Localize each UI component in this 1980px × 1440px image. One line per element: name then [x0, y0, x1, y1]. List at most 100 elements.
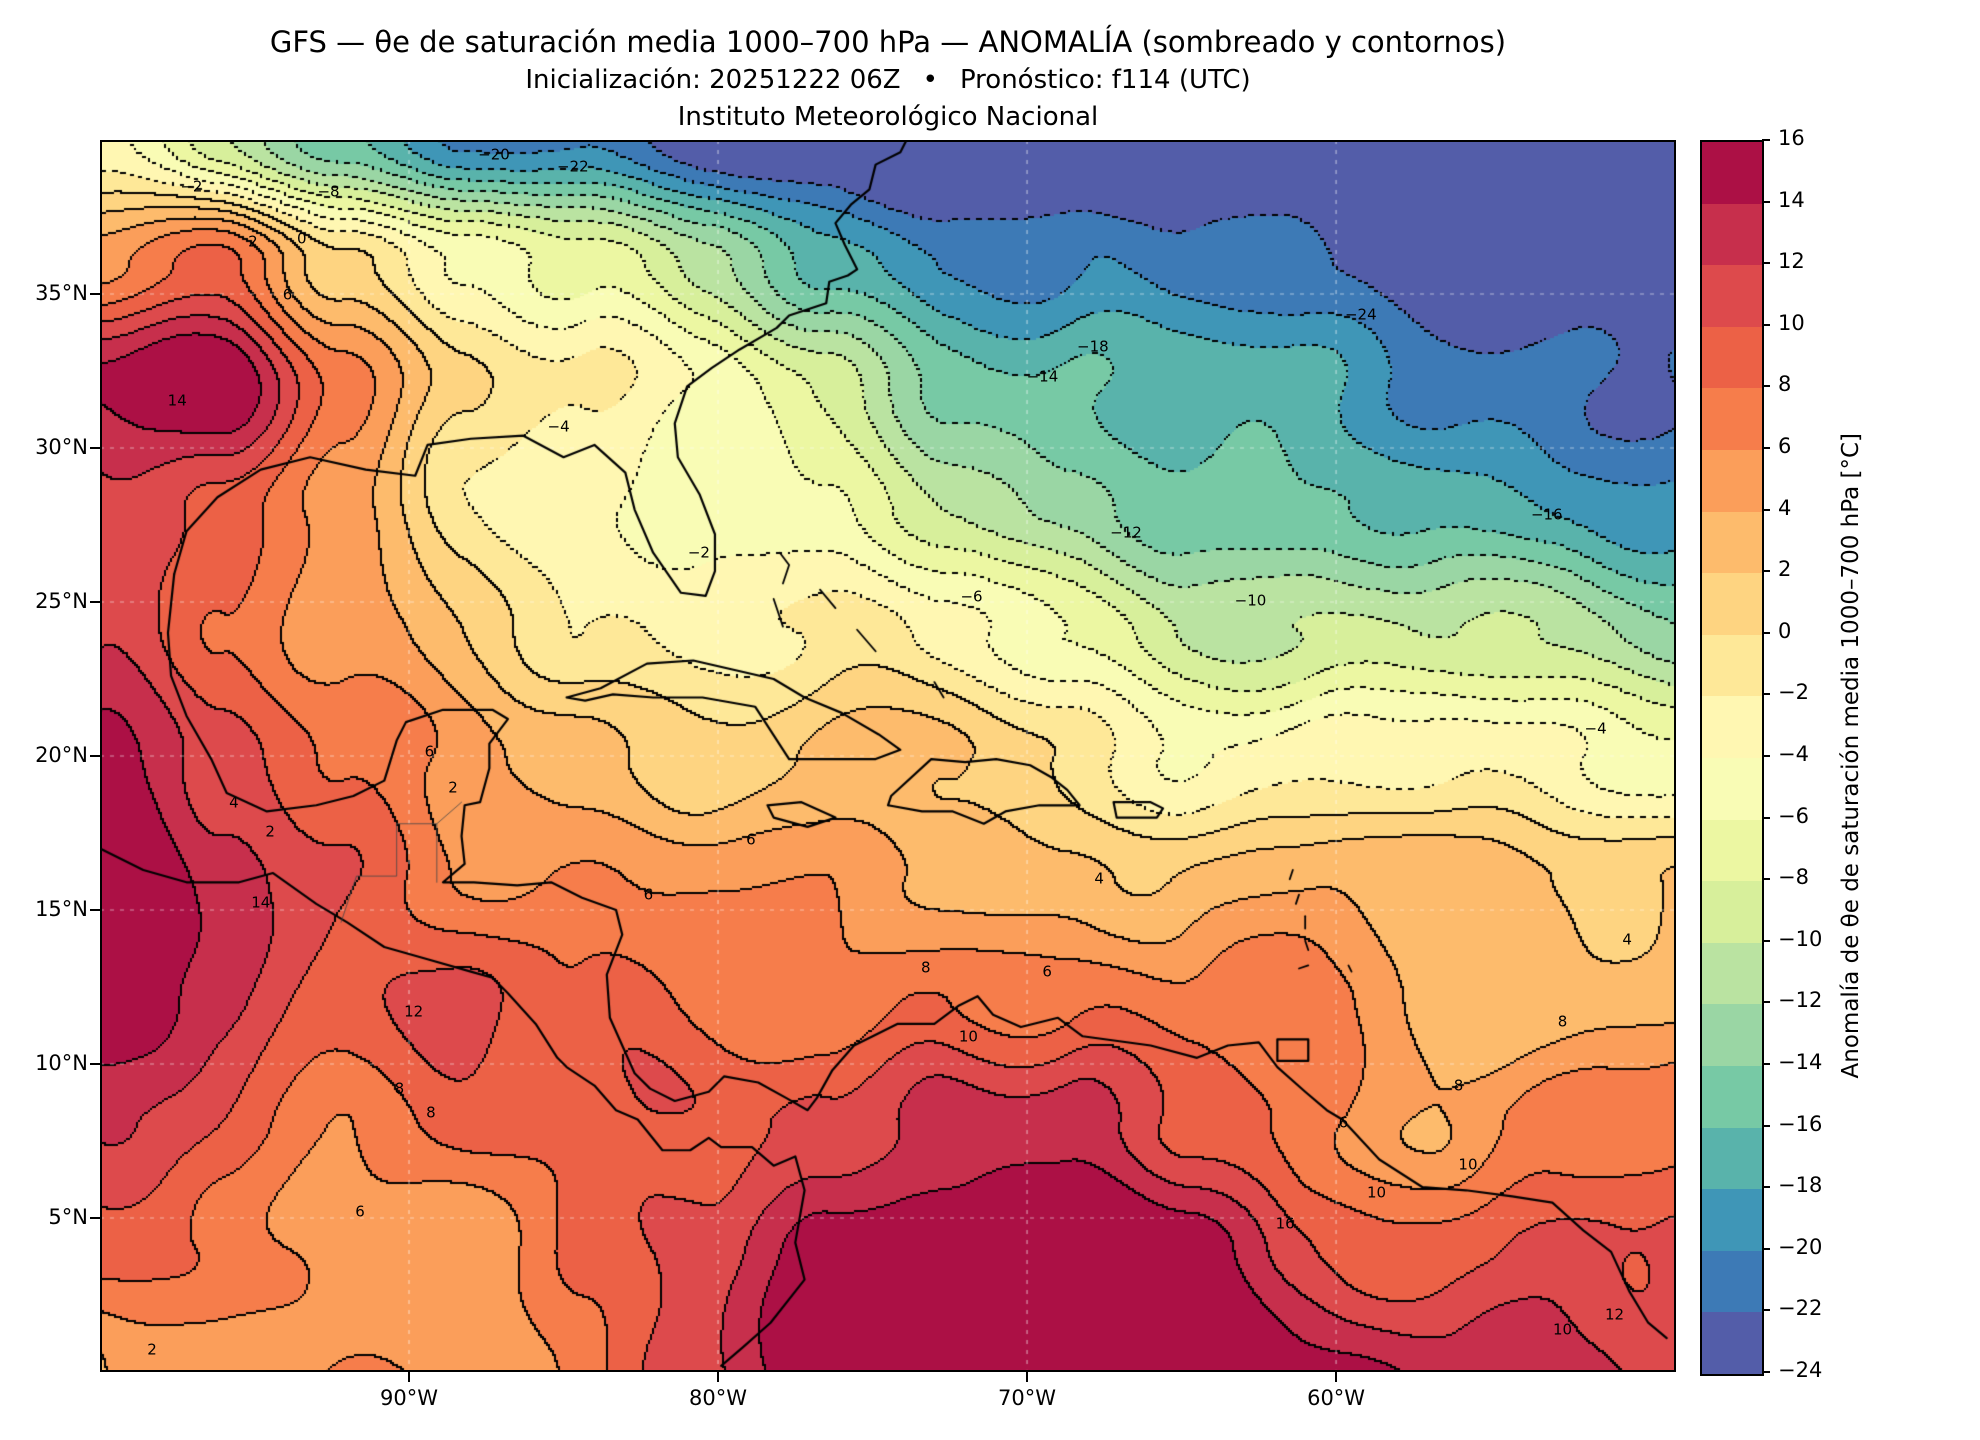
colorbar-segment — [1702, 511, 1762, 574]
y-axis-tickmark — [90, 293, 100, 295]
contour-label: 16 — [1275, 1214, 1295, 1233]
colorbar-tick-label: 8 — [1778, 372, 1792, 397]
contour-label: 4 — [229, 793, 239, 812]
bullet-separator: • — [922, 65, 938, 95]
colorbar-tick-label: −2 — [1778, 680, 1809, 705]
colorbar-tick-label: 2 — [1778, 557, 1792, 582]
colorbar-tick-label: −4 — [1778, 742, 1809, 766]
colorbar-tick-label: 12 — [1778, 249, 1805, 274]
colorbar-tickmark — [1762, 1371, 1770, 1373]
figure-title: GFS — θe de saturación media 1000–700 hP… — [269, 25, 1507, 59]
colorbar-segment — [1702, 1250, 1762, 1313]
colorbar-tick-label: 0 — [1778, 618, 1792, 643]
x-axis-tick-label: 70°W — [998, 1386, 1057, 1410]
colorbar-tickmark — [1762, 323, 1770, 326]
contour-label: 6 — [282, 285, 293, 304]
colorbar-tick-label: −22 — [1778, 1296, 1823, 1321]
colorbar-segment — [1702, 634, 1762, 697]
y-axis-tick-label: 20°N — [35, 743, 88, 767]
colorbar-segment — [1702, 942, 1762, 1005]
contour-label: 6 — [355, 1202, 365, 1221]
y-axis-tick-label: 15°N — [35, 897, 88, 921]
colorbar-tickmark — [1762, 1309, 1770, 1312]
colorbar-segment — [1702, 819, 1762, 882]
colorbar-tick-label: 6 — [1778, 434, 1792, 458]
colorbar-axis-label: Anomalía de θe de saturación media 1000–… — [1838, 140, 1864, 1372]
y-axis-tickmark — [90, 447, 100, 449]
colorbar-tick-label: −10 — [1778, 926, 1823, 951]
contour-label: −20 — [478, 145, 510, 164]
x-axis-tickmark — [717, 1372, 720, 1382]
contour-label: −16 — [1530, 505, 1563, 524]
colorbar-tick-label: −20 — [1778, 1234, 1823, 1259]
colorbar-tickmark — [1762, 385, 1770, 388]
y-axis-tick-label: 10°N — [35, 1051, 88, 1075]
contour-label: 4 — [1094, 869, 1104, 888]
colorbar-segment — [1702, 696, 1762, 758]
colorbar-tickmark — [1762, 878, 1770, 881]
y-axis-tickmark — [90, 601, 100, 603]
colorbar-segment — [1702, 203, 1762, 266]
contour-label: −22 — [556, 157, 589, 176]
y-axis-tick-label: 30°N — [35, 435, 88, 459]
colorbar-segment — [1702, 1312, 1762, 1374]
colorbar-tick-label: −14 — [1778, 1050, 1823, 1074]
contour-label: −10 — [1234, 591, 1267, 610]
contour-label: 8 — [426, 1103, 436, 1122]
contour-label: 14 — [251, 893, 271, 912]
colorbar-tick-label: −12 — [1778, 988, 1823, 1013]
colorbar-tickmark — [1762, 447, 1770, 449]
colorbar-tick-label: 4 — [1778, 495, 1792, 520]
colorbar-tickmark — [1762, 631, 1770, 634]
contour-label: 8 — [1453, 1076, 1464, 1095]
figure-subtitle: Inicialización: 20251222 06Z • Pronóstico:… — [100, 62, 1676, 99]
colorbar-segment — [1702, 1127, 1762, 1190]
colorbar-tick-label: −18 — [1778, 1173, 1823, 1198]
figure-title-block: GFS — θe de saturación media 1000–700 hP… — [100, 22, 1676, 135]
contour-label: 10 — [1552, 1320, 1573, 1339]
contour-label: 14 — [167, 391, 187, 410]
x-axis-tickmark — [408, 1372, 411, 1382]
x-axis-tickmark — [1335, 1372, 1338, 1382]
colorbar-tickmark — [1762, 816, 1770, 819]
colorbar-tick-label: −24 — [1778, 1358, 1823, 1382]
contour-label: −18 — [1077, 337, 1109, 356]
contour-label: −2 — [687, 543, 710, 562]
colorbar-tickmark — [1762, 200, 1770, 203]
colorbar-tick-label: −8 — [1778, 865, 1809, 890]
x-axis-tickmark — [1026, 1372, 1029, 1382]
contour-label: 6 — [643, 885, 654, 904]
contour-label: −14 — [1026, 367, 1059, 386]
init-label: Inicialización: 20251222 06Z — [525, 65, 901, 95]
colorbar-tickmark — [1762, 1124, 1770, 1127]
contour-label: −12 — [1110, 523, 1142, 542]
anomaly-field-canvas — [100, 140, 1676, 1372]
colorbar-tick-label: 16 — [1778, 126, 1805, 150]
colorbar-segment — [1702, 449, 1762, 512]
colorbar-tickmark — [1762, 939, 1770, 942]
colorbar-segment — [1702, 573, 1762, 635]
colorbar-segment — [1702, 388, 1762, 450]
contour-label: −24 — [1344, 305, 1377, 324]
institution-label: Instituto Meteorológico Nacional — [677, 102, 1099, 132]
colorbar-tickmark — [1762, 755, 1770, 757]
colorbar-tickmark — [1762, 139, 1770, 141]
contour-label: 2 — [265, 822, 275, 841]
colorbar — [1700, 140, 1764, 1376]
colorbar-tickmark — [1762, 1186, 1770, 1189]
colorbar-segment — [1702, 142, 1762, 204]
contour-label: −6 — [960, 587, 983, 606]
contour-label: 8 — [1557, 1012, 1568, 1031]
contour-label: 2 — [448, 778, 458, 797]
colorbar-tickmark — [1762, 1247, 1770, 1250]
colorbar-segment — [1702, 265, 1762, 327]
colorbar-segment — [1702, 1004, 1762, 1066]
colorbar-segment — [1702, 881, 1762, 943]
x-axis-tick-label: 60°W — [1307, 1386, 1366, 1410]
contour-label: −2 — [180, 177, 203, 196]
contour-label: 6 — [746, 830, 756, 849]
y-axis-tickmark — [90, 1063, 100, 1065]
colorbar-tickmark — [1762, 1063, 1770, 1065]
contour-label: 10 — [1458, 1155, 1478, 1174]
